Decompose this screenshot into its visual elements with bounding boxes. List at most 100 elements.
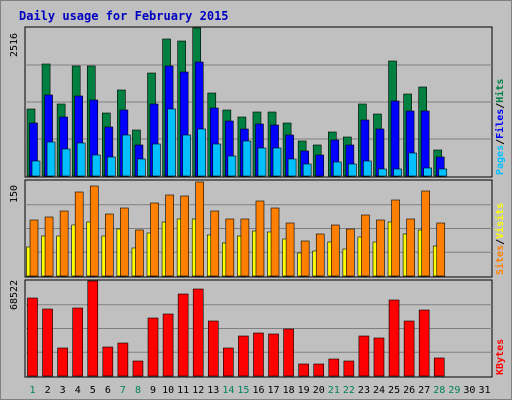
bar-pages-day-19	[302, 163, 312, 177]
bar-kbytes-day-4	[72, 307, 83, 377]
bar-kbytes-day-23	[358, 335, 370, 377]
bar-sites-day-19	[300, 240, 310, 277]
bar-sites-day-27	[421, 190, 430, 277]
panel-1-max-label: 2516	[9, 33, 20, 57]
bar-pages-day-14	[227, 155, 237, 177]
day-label-31: 31	[478, 385, 490, 396]
bar-files-day-20	[315, 154, 325, 177]
bar-pages-day-1	[31, 160, 41, 177]
bar-pages-day-17	[272, 147, 282, 177]
legend-kbytes: KBytes	[495, 339, 506, 375]
legend-separator: /	[495, 239, 506, 245]
panel-2-max-label: 150	[9, 185, 20, 203]
bar-kbytes-day-16	[253, 332, 264, 377]
bar-sites-day-9	[150, 202, 159, 277]
bar-sites-day-11	[180, 195, 189, 277]
bar-sites-day-5	[89, 185, 99, 277]
bar-kbytes-day-5	[87, 280, 99, 377]
bar-kbytes-day-28	[433, 357, 445, 377]
bar-sites-day-15	[240, 218, 250, 277]
bar-kbytes-day-17	[268, 333, 279, 377]
day-label-23: 23	[358, 385, 370, 396]
bar-sites-day-16	[255, 200, 265, 277]
legend-hits: Hits	[494, 79, 506, 103]
bar-pages-day-22	[348, 163, 357, 177]
bar-kbytes-day-10	[162, 313, 174, 377]
day-label-12: 12	[192, 385, 204, 396]
bar-sites-day-7	[120, 207, 129, 277]
day-label-24: 24	[373, 385, 385, 396]
bar-pages-day-11	[182, 134, 191, 177]
day-label-4: 4	[75, 385, 81, 396]
bar-sites-day-3	[59, 210, 69, 277]
bar-pages-day-9	[152, 143, 161, 177]
bar-sites-day-18	[285, 222, 295, 277]
bar-sites-day-8	[135, 229, 144, 277]
bar-sites-day-2	[44, 216, 54, 277]
bar-pages-day-24	[378, 168, 387, 177]
bar-kbytes-day-22	[343, 360, 355, 377]
day-label-7: 7	[120, 385, 126, 396]
day-label-9: 9	[150, 385, 156, 396]
bar-sites-day-12	[195, 181, 205, 277]
day-label-28: 28	[433, 385, 445, 396]
bar-pages-day-5	[91, 154, 101, 177]
day-label-2: 2	[45, 385, 51, 396]
bar-pages-day-27	[423, 167, 432, 177]
bar-kbytes-day-20	[313, 363, 325, 377]
day-label-13: 13	[207, 385, 219, 396]
bar-sites-day-21	[330, 224, 340, 277]
bar-kbytes-day-14	[223, 347, 234, 377]
bar-sites-day-10	[165, 194, 174, 277]
bar-pages-day-28	[438, 168, 448, 177]
bar-kbytes-day-11	[177, 293, 189, 377]
bar-pages-day-25	[393, 168, 402, 177]
day-label-30: 30	[463, 385, 475, 396]
day-label-3: 3	[60, 385, 66, 396]
day-label-20: 20	[313, 385, 325, 396]
bar-pages-day-7	[122, 134, 131, 177]
day-label-21: 21	[328, 385, 340, 396]
bar-pages-day-4	[76, 142, 86, 177]
bar-pages-day-10	[167, 108, 176, 177]
bar-sites-day-20	[315, 233, 325, 277]
bar-kbytes-day-13	[207, 320, 219, 377]
bar-sites-day-17	[270, 207, 280, 277]
panel-3-legend: KBytes	[495, 339, 506, 375]
panel-1-legend: Pages/Files/Hits	[494, 79, 506, 175]
bar-pages-day-6	[107, 156, 116, 177]
day-label-6: 6	[105, 385, 111, 396]
bar-sites-day-25	[391, 199, 400, 277]
bar-pages-day-13	[212, 143, 222, 177]
legend-files: Files	[494, 109, 506, 139]
bar-kbytes-day-21	[328, 358, 340, 377]
day-label-16: 16	[252, 385, 264, 396]
bar-kbytes-day-25	[388, 299, 400, 377]
bar-pages-day-16	[257, 147, 267, 177]
bar-kbytes-day-24	[373, 337, 385, 377]
bar-files-day-25	[390, 100, 400, 177]
day-label-10: 10	[162, 385, 174, 396]
bar-sites-day-6	[105, 213, 114, 277]
panel-2-legend: Sites/Visits	[494, 203, 506, 275]
bar-sites-day-28	[436, 222, 446, 277]
bar-pages-day-26	[408, 152, 417, 177]
legend-sites: Sites	[494, 245, 506, 275]
bar-sites-day-14	[225, 218, 235, 277]
legend-separator: /	[495, 139, 506, 145]
bar-sites-day-4	[74, 191, 84, 277]
bar-kbytes-day-18	[283, 328, 294, 377]
day-label-17: 17	[268, 385, 280, 396]
bar-sites-day-26	[406, 218, 415, 277]
bar-kbytes-day-6	[102, 346, 114, 377]
bar-kbytes-day-2	[42, 308, 53, 377]
bar-pages-day-8	[137, 158, 146, 177]
day-label-14: 14	[222, 385, 234, 396]
bar-files-day-27	[420, 110, 430, 177]
panel-3-max-label: 68522	[9, 280, 20, 310]
bar-pages-day-15	[242, 140, 252, 177]
bar-kbytes-day-9	[147, 317, 159, 377]
day-label-5: 5	[90, 385, 96, 396]
day-label-1: 1	[30, 385, 36, 396]
